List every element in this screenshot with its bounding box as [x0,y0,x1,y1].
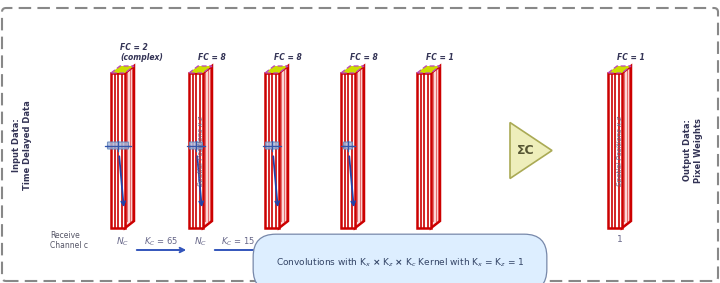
Bar [417,73,431,228]
Polygon shape [125,66,134,228]
Text: $N_C$: $N_C$ [116,235,129,248]
Text: $K_C$ = 65: $K_C$ = 65 [145,236,179,248]
FancyBboxPatch shape [189,142,202,149]
Text: $K_C$ = 15: $K_C$ = 15 [222,236,256,248]
FancyBboxPatch shape [107,142,128,149]
Polygon shape [417,66,440,73]
Polygon shape [189,66,212,73]
Polygon shape [203,66,212,228]
Text: FC = 2
(complex): FC = 2 (complex) [120,43,163,62]
Bar [111,73,125,228]
Text: 1: 1 [616,235,622,244]
FancyBboxPatch shape [266,142,279,149]
Text: Output Data:
Pixel Weights: Output Data: Pixel Weights [683,118,703,183]
Polygon shape [279,66,288,228]
Polygon shape [608,66,631,73]
Text: FC = 1: FC = 1 [617,53,644,62]
Polygon shape [622,66,631,228]
Polygon shape [608,221,631,228]
Text: $N_C$: $N_C$ [270,235,283,248]
Polygon shape [341,66,364,73]
FancyBboxPatch shape [343,142,353,149]
Polygon shape [431,66,440,228]
Text: $K_C$ = 3: $K_C$ = 3 [376,236,405,248]
Polygon shape [510,123,552,179]
Text: Spatial Positions x,z: Spatial Positions x,z [617,115,623,185]
Text: Receive
Channel c: Receive Channel c [50,231,88,250]
Text: $N_C$: $N_C$ [194,235,207,248]
Text: Input Data:
Time Delayed Data: Input Data: Time Delayed Data [12,101,32,190]
Text: $N_C$: $N_C$ [422,235,435,248]
Bar [265,73,279,228]
Polygon shape [189,221,212,228]
Bar [341,73,355,228]
Text: FC = 8: FC = 8 [274,53,302,62]
Text: $K_C$ = 15: $K_C$ = 15 [297,236,331,248]
FancyBboxPatch shape [2,8,718,281]
Polygon shape [417,221,440,228]
Polygon shape [355,66,364,228]
Bar [189,73,203,228]
Text: ΣC: ΣC [517,144,535,157]
Text: FC = 8: FC = 8 [198,53,226,62]
Text: FC = 8: FC = 8 [350,53,378,62]
Polygon shape [341,221,364,228]
Bar [608,73,622,228]
Text: $N_C$: $N_C$ [346,235,359,248]
Polygon shape [111,66,134,73]
Text: Spatial Positions x,z: Spatial Positions x,z [198,115,204,185]
Text: FC = 1: FC = 1 [426,53,454,62]
Text: Convolutions with K$_x$ $\mathbf{\times}$ K$_z$ $\mathbf{\times}$ K$_c$ Kernel w: Convolutions with K$_x$ $\mathbf{\times}… [276,257,524,269]
Polygon shape [265,221,288,228]
Polygon shape [111,221,134,228]
Polygon shape [265,66,288,73]
